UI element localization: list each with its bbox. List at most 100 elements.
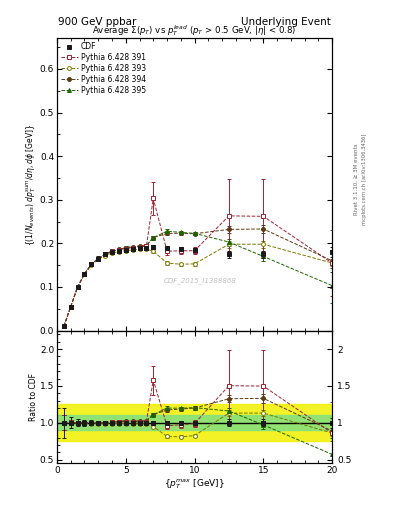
Pythia 6.428 394 [144,243,149,249]
Pythia 6.428 395 [144,243,149,249]
Line: Pythia 6.428 393: Pythia 6.428 393 [62,242,334,328]
Pythia 6.428 391 [330,260,334,266]
Pythia 6.428 394 [227,226,231,232]
Y-axis label: $\{(1/N_{events})$ $dp_T^{sum}/d\eta, d\phi$ [GeV]$\}$: $\{(1/N_{events})$ $dp_T^{sum}/d\eta, d\… [25,123,39,246]
Legend: CDF, Pythia 6.428 391, Pythia 6.428 393, Pythia 6.428 394, Pythia 6.428 395: CDF, Pythia 6.428 391, Pythia 6.428 393,… [59,40,147,96]
Line: Pythia 6.428 391: Pythia 6.428 391 [62,197,334,328]
Text: Underlying Event: Underlying Event [241,16,331,27]
Y-axis label: Ratio to CDF: Ratio to CDF [29,373,39,421]
Pythia 6.428 391 [192,248,197,254]
Pythia 6.428 393 [178,261,183,267]
CDF [89,261,94,267]
Pythia 6.428 393 [151,248,156,254]
Pythia 6.428 393 [75,284,80,290]
Pythia 6.428 395 [75,284,80,290]
Pythia 6.428 395 [61,323,66,329]
Pythia 6.428 393 [130,247,135,253]
Pythia 6.428 393 [261,241,266,247]
Text: CDF_2015_I1388868: CDF_2015_I1388868 [163,278,237,284]
Pythia 6.428 395 [330,283,334,289]
Pythia 6.428 391 [227,213,231,219]
Pythia 6.428 391 [82,271,87,277]
Pythia 6.428 391 [137,244,142,250]
CDF [103,251,108,258]
Pythia 6.428 395 [96,255,101,262]
Pythia 6.428 395 [123,245,128,251]
CDF [151,244,156,250]
Pythia 6.428 393 [89,262,94,268]
Pythia 6.428 394 [96,255,101,262]
CDF [330,249,334,255]
Text: mcplots.cern.ch [arXiv:1306.3436]: mcplots.cern.ch [arXiv:1306.3436] [362,134,367,225]
Pythia 6.428 395 [103,251,108,258]
Pythia 6.428 393 [227,241,231,247]
CDF [144,245,149,251]
CDF [110,249,114,255]
Text: Rivet 3.1.10, ≥ 3M events: Rivet 3.1.10, ≥ 3M events [354,143,359,215]
Pythia 6.428 391 [110,248,114,254]
Pythia 6.428 394 [261,226,266,232]
Pythia 6.428 395 [192,230,197,237]
Pythia 6.428 391 [61,323,66,329]
CDF [68,304,73,310]
Pythia 6.428 393 [103,252,108,259]
Pythia 6.428 393 [192,261,197,267]
Pythia 6.428 391 [130,245,135,251]
Pythia 6.428 391 [75,284,80,290]
Pythia 6.428 391 [261,213,266,219]
Pythia 6.428 394 [130,244,135,250]
Pythia 6.428 393 [144,246,149,252]
Pythia 6.428 395 [89,261,94,267]
Pythia 6.428 391 [96,255,101,262]
Line: CDF: CDF [62,245,334,328]
Pythia 6.428 394 [82,271,87,277]
Pythia 6.428 391 [103,251,108,258]
CDF [165,245,169,251]
CDF [137,245,142,251]
Pythia 6.428 393 [110,250,114,256]
Pythia 6.428 394 [89,261,94,267]
CDF [261,251,266,258]
Pythia 6.428 395 [137,243,142,249]
Pythia 6.428 395 [261,253,266,260]
Pythia 6.428 395 [130,244,135,250]
Pythia 6.428 394 [330,258,334,264]
CDF [116,248,121,254]
Pythia 6.428 391 [178,248,183,254]
Pythia 6.428 393 [82,271,87,277]
Pythia 6.428 393 [165,260,169,266]
Pythia 6.428 395 [110,248,114,254]
Pythia 6.428 395 [116,246,121,252]
Pythia 6.428 391 [89,261,94,267]
Pythia 6.428 393 [116,248,121,254]
Pythia 6.428 394 [165,230,169,237]
Line: Pythia 6.428 395: Pythia 6.428 395 [62,229,334,328]
CDF [61,323,66,329]
CDF [96,255,101,262]
Pythia 6.428 393 [137,246,142,252]
Pythia 6.428 395 [68,304,73,310]
X-axis label: $\{p_T^{max}$ [GeV]$\}$: $\{p_T^{max}$ [GeV]$\}$ [164,478,225,492]
Pythia 6.428 393 [123,248,128,254]
Pythia 6.428 394 [137,243,142,249]
CDF [130,246,135,252]
CDF [192,247,197,253]
Pythia 6.428 394 [151,234,156,241]
Pythia 6.428 394 [103,251,108,258]
Pythia 6.428 391 [165,248,169,254]
Pythia 6.428 393 [330,260,334,266]
Pythia 6.428 393 [96,257,101,263]
Pythia 6.428 394 [75,284,80,290]
Pythia 6.428 395 [165,228,169,234]
Pythia 6.428 391 [123,246,128,252]
Pythia 6.428 394 [123,245,128,251]
Pythia 6.428 394 [192,231,197,237]
CDF [227,251,231,258]
Title: Average $\Sigma(p_T)$ vs $p_T^{lead}$ ($p_T$ > 0.5 GeV, $|\eta|$ < 0.8): Average $\Sigma(p_T)$ vs $p_T^{lead}$ ($… [92,24,297,38]
CDF [75,284,80,290]
Pythia 6.428 391 [144,243,149,249]
Line: Pythia 6.428 394: Pythia 6.428 394 [62,227,334,328]
Pythia 6.428 393 [61,323,66,329]
Pythia 6.428 395 [82,271,87,277]
CDF [82,271,87,277]
